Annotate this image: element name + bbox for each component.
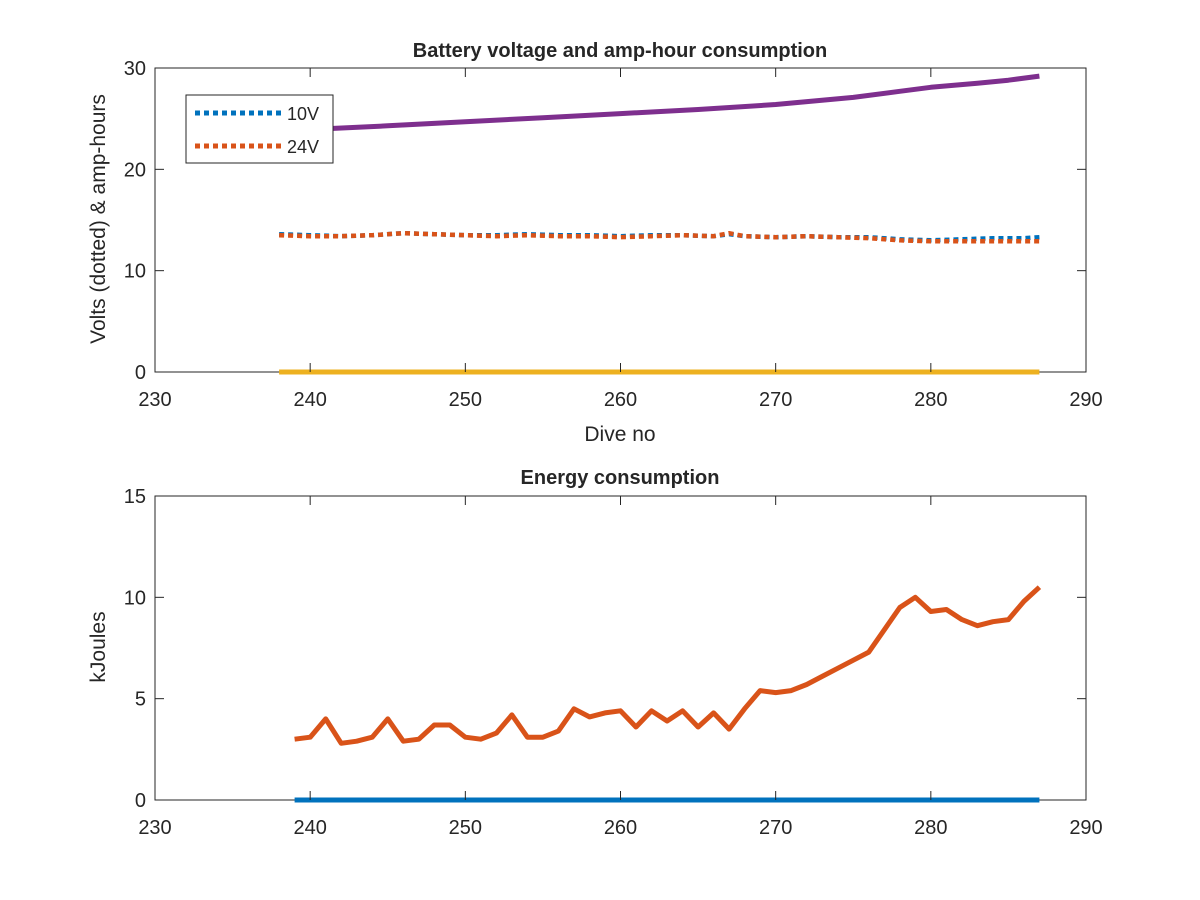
voltage-series-layer (279, 73, 1040, 375)
energy-y-tick-label: 15 (124, 486, 146, 508)
energy-y-tick-label: 10 (124, 587, 146, 609)
energy-x-tick-label: 230 (138, 817, 171, 839)
legend-label-10v: 10V (287, 104, 319, 124)
energy-y-tick-label: 5 (135, 689, 146, 711)
voltage-x-axis-label: Dive no (584, 423, 655, 446)
voltage-y-tick-label: 30 (124, 58, 146, 80)
energy-x-tick-label: 240 (293, 817, 326, 839)
voltage-y-tick-label: 20 (124, 159, 146, 181)
energy-x-tick-label: 260 (604, 817, 637, 839)
energy-plot-frame (154, 495, 1087, 801)
legend-box (185, 94, 334, 164)
energy-x-tick-label: 270 (759, 817, 792, 839)
energy-axes: Energy consumption kJoules 230 240 250 260 2… (87, 467, 1103, 839)
energy-series-layer (294, 585, 1042, 803)
energy-series-line-0 (294, 585, 1042, 746)
energy-ticks-layer: 230 240 250 260 270 280 290 0 5 10 15 (124, 486, 1103, 839)
voltage-x-tick-label: 260 (604, 389, 637, 411)
voltage-series-line-2 (325, 73, 1040, 132)
voltage-y-tick-label: 10 (124, 261, 146, 283)
energy-x-tick-label: 290 (1069, 817, 1102, 839)
voltage-x-tick-label: 280 (914, 389, 947, 411)
voltage-series-line-1 (279, 230, 1040, 244)
voltage-y-axis-label: Volts (dotted) & amp-hours (87, 94, 110, 344)
energy-plot-area (154, 495, 1087, 801)
voltage-x-tick-label: 250 (449, 389, 482, 411)
legend: 10V 24V (185, 94, 334, 164)
energy-x-tick-label: 250 (449, 817, 482, 839)
energy-x-tick-label: 280 (914, 817, 947, 839)
voltage-x-tick-label: 290 (1069, 389, 1102, 411)
voltage-y-tick-label: 0 (135, 362, 146, 384)
voltage-x-tick-label: 270 (759, 389, 792, 411)
energy-y-tick-label: 0 (135, 790, 146, 812)
voltage-ticks-layer: 230 240 250 260 270 280 290 0 10 20 30 (124, 58, 1103, 411)
voltage-x-tick-label: 230 (138, 389, 171, 411)
voltage-chart-title: Battery voltage and amp-hour consumption (413, 40, 827, 62)
voltage-axes: Battery voltage and amp-hour consumption… (87, 40, 1103, 446)
legend-label-24v: 24V (287, 137, 319, 157)
voltage-x-tick-label: 240 (293, 389, 326, 411)
energy-y-axis-label: kJoules (87, 611, 110, 682)
energy-chart-title: Energy consumption (521, 467, 720, 489)
